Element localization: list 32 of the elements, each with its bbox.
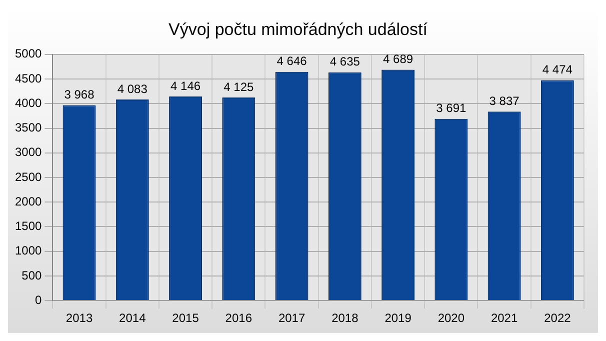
data-label: 4 646 (276, 54, 308, 68)
x-tick-label: 2019 (384, 311, 412, 326)
y-tick-label: 5000 (14, 46, 42, 61)
y-tick-label: 2000 (14, 194, 42, 208)
chart-title: Vývoj počtu mimořádných událostí (168, 20, 428, 39)
data-label: 3 691 (436, 101, 467, 116)
data-label: 3 837 (489, 94, 520, 108)
x-tick-label: 2015 (172, 311, 200, 326)
y-tick-label: 3500 (14, 120, 42, 135)
y-tick-label: 3000 (14, 145, 42, 160)
y-tick-label: 4000 (14, 96, 42, 110)
data-label: 4 083 (117, 82, 148, 96)
data-label: 4 689 (383, 52, 414, 66)
x-tick-label: 2017 (278, 311, 306, 326)
y-tick-label: 1000 (14, 244, 42, 258)
x-tick-label: 2016 (225, 311, 252, 326)
data-label: 4 474 (542, 62, 573, 77)
x-tick-label: 2014 (119, 311, 146, 326)
x-tick-label: 2021 (490, 311, 518, 326)
data-label: 4 125 (224, 80, 254, 94)
data-label: 4 146 (170, 78, 201, 93)
y-tick-label: 500 (22, 268, 42, 282)
data-label: 3 968 (64, 88, 95, 102)
x-tick-label: 2020 (438, 311, 465, 326)
x-tick-label: 2013 (66, 311, 93, 326)
x-tick-label: 2018 (332, 311, 359, 326)
data-label: 4 635 (330, 54, 360, 69)
x-tick-label: 2022 (544, 311, 572, 326)
y-tick-label: 0 (35, 292, 42, 307)
y-tick-label: 2500 (14, 170, 42, 184)
y-tick-label: 1500 (14, 219, 42, 234)
y-tick-label: 4500 (14, 71, 42, 86)
